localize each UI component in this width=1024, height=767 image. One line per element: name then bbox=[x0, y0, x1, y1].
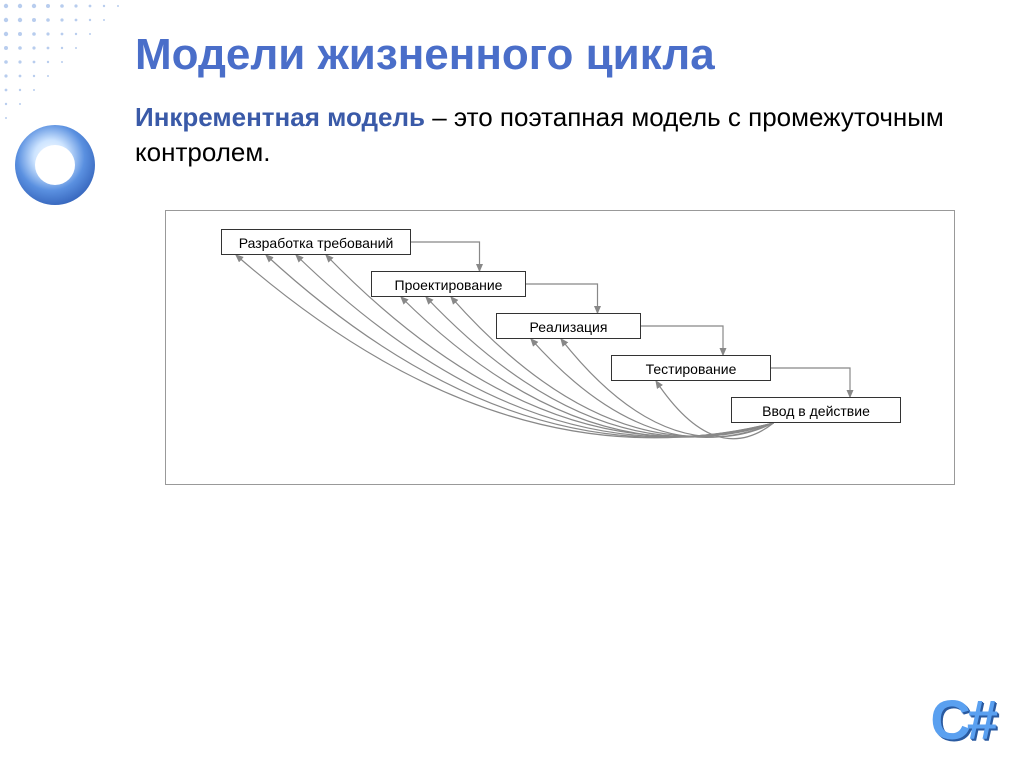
stage-box-req: Разработка требований bbox=[221, 229, 411, 255]
term: Инкрементная модель bbox=[135, 102, 425, 132]
diagram-frame: Разработка требований Проектирование Реали… bbox=[165, 210, 955, 485]
corner-dots-decoration bbox=[0, 0, 140, 140]
stage-box-design: Проектирование bbox=[371, 271, 526, 297]
stage-box-deploy: Ввод в действие bbox=[731, 397, 901, 423]
ring-decoration bbox=[10, 120, 100, 210]
slide-subtitle: Инкрементная модель – это поэтапная моде… bbox=[135, 100, 984, 170]
csharp-logo: C# bbox=[930, 687, 994, 752]
stage-box-test: Тестирование bbox=[611, 355, 771, 381]
slide-title: Модели жизненного цикла bbox=[135, 30, 984, 80]
stage-box-impl: Реализация bbox=[496, 313, 641, 339]
